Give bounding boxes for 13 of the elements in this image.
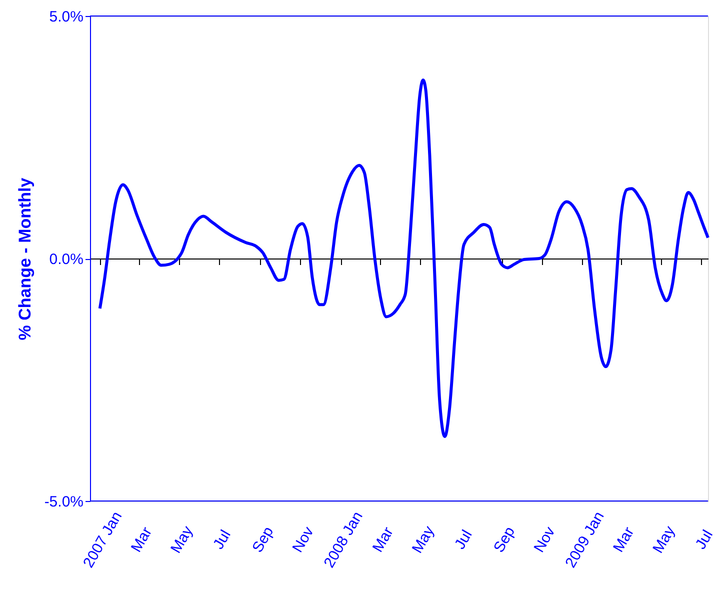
y-tick-label: -5.0% xyxy=(44,494,84,510)
x-tick-label: Mar xyxy=(369,524,397,556)
x-tick-label: Mar xyxy=(610,524,638,556)
x-tick-label: Jul xyxy=(451,527,476,552)
x-tick-label: Jul xyxy=(692,527,716,552)
x-tick-label: Mar xyxy=(128,524,156,556)
line-series xyxy=(98,78,710,438)
x-tick-label: Jul xyxy=(210,527,234,552)
x-tick-label: Sep xyxy=(490,524,519,556)
y-tick-label: 0.0% xyxy=(49,251,84,268)
y-axis-title: % Change - Monthly xyxy=(15,177,34,340)
x-tick-label: Sep xyxy=(249,524,278,556)
y-tick-label: 5.0% xyxy=(49,8,84,26)
